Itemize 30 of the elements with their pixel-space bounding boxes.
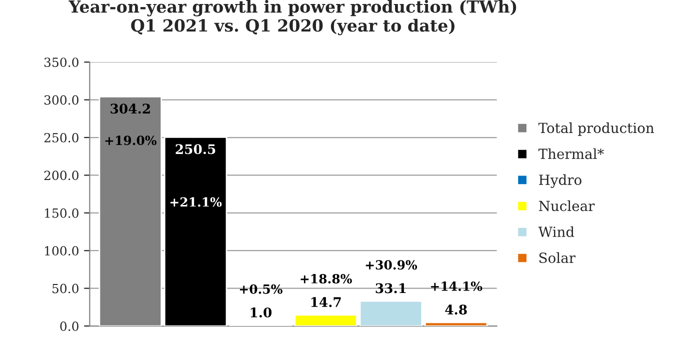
y-tick-label: 300.0 [44,95,78,105]
y-tick-label: 350.0 [44,58,78,68]
y-tick-label: 100.0 [45,246,78,256]
legend-label: Hydro [539,174,582,188]
annotation: +14.1% [431,281,482,291]
annotation: +0.5% [240,284,282,294]
y-tick-label: 250.0 [44,132,78,142]
legend-label: Total production [538,122,654,136]
bar [164,136,228,326]
data-label: 304.2 [110,104,150,114]
y-tick-label: 0.0 [60,321,78,331]
y-tick-label: 150.0 [45,208,78,218]
annotation: +18.8% [300,274,352,284]
annotation: +19.0% [105,136,157,146]
legend-label: Solar [539,252,576,264]
annotation: +30.9% [366,260,418,270]
chart-title: Year-on-year growth in power production (TWh) Q1 2021 vs. Q1 2020 (year to date) [68,0,516,36]
y-tick-label: 50.0 [52,284,78,294]
data-label: 250.5 [176,144,216,154]
y-tick-label: 200.0 [44,170,78,180]
data-label: 1.0 [250,307,272,318]
annotation: +21.1% [170,197,222,207]
legend-label: Wind [538,226,574,238]
legend-label: Thermal* [538,148,604,160]
bar [424,322,488,326]
bar [359,300,423,326]
data-label: 4.8 [445,304,467,315]
legend-label: Nuclear [538,200,595,212]
data-label: 33.1 [376,283,406,294]
data-label: 14.7 [311,297,341,308]
